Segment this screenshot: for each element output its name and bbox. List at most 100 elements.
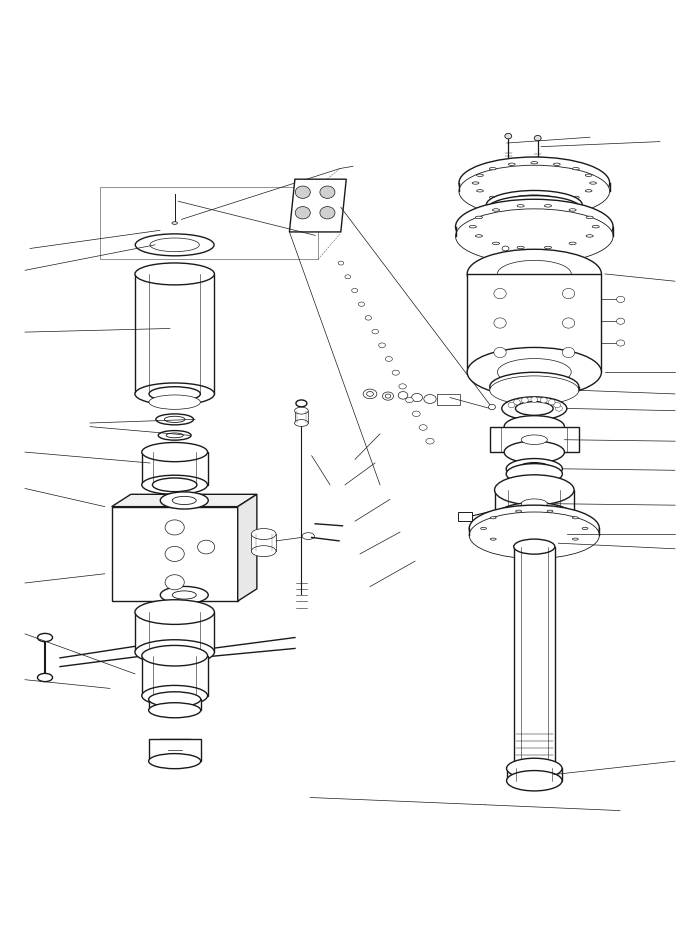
Ellipse shape <box>616 318 625 324</box>
Ellipse shape <box>501 195 567 215</box>
Ellipse shape <box>494 288 506 299</box>
Polygon shape <box>501 263 510 268</box>
Ellipse shape <box>295 407 308 414</box>
Ellipse shape <box>569 209 576 211</box>
Polygon shape <box>149 739 201 761</box>
Ellipse shape <box>493 242 499 245</box>
Ellipse shape <box>456 200 613 254</box>
Ellipse shape <box>553 163 560 166</box>
Ellipse shape <box>507 758 562 779</box>
Ellipse shape <box>296 400 307 407</box>
Ellipse shape <box>358 302 364 306</box>
Ellipse shape <box>135 263 214 284</box>
Ellipse shape <box>562 288 575 299</box>
Ellipse shape <box>295 419 308 427</box>
Ellipse shape <box>149 387 200 401</box>
Ellipse shape <box>507 378 562 396</box>
Ellipse shape <box>320 186 335 199</box>
Ellipse shape <box>494 348 506 358</box>
Ellipse shape <box>508 201 515 203</box>
Ellipse shape <box>514 761 555 776</box>
Ellipse shape <box>586 216 593 219</box>
Ellipse shape <box>514 761 555 776</box>
Ellipse shape <box>506 463 562 484</box>
Ellipse shape <box>573 196 580 199</box>
Ellipse shape <box>495 502 574 532</box>
Ellipse shape <box>616 297 625 302</box>
Ellipse shape <box>553 402 560 408</box>
Ellipse shape <box>497 359 571 385</box>
Polygon shape <box>142 656 208 696</box>
Polygon shape <box>238 495 257 601</box>
Ellipse shape <box>505 134 512 138</box>
Ellipse shape <box>172 221 177 224</box>
Ellipse shape <box>573 538 578 540</box>
Ellipse shape <box>456 209 613 264</box>
Ellipse shape <box>372 330 379 333</box>
Ellipse shape <box>545 246 551 249</box>
Polygon shape <box>149 699 201 710</box>
Ellipse shape <box>382 392 393 400</box>
Ellipse shape <box>562 348 575 358</box>
Ellipse shape <box>490 517 496 519</box>
Polygon shape <box>490 427 579 452</box>
Polygon shape <box>251 534 276 551</box>
Ellipse shape <box>521 398 528 403</box>
Ellipse shape <box>424 395 436 403</box>
Ellipse shape <box>531 203 538 204</box>
Ellipse shape <box>573 517 578 519</box>
Ellipse shape <box>386 356 393 362</box>
Ellipse shape <box>467 250 601 299</box>
Ellipse shape <box>469 225 476 228</box>
Ellipse shape <box>477 174 484 176</box>
Polygon shape <box>142 452 208 485</box>
Ellipse shape <box>497 260 571 287</box>
Ellipse shape <box>251 528 276 540</box>
Polygon shape <box>112 495 257 507</box>
Ellipse shape <box>459 165 610 218</box>
Ellipse shape <box>553 201 560 203</box>
Ellipse shape <box>514 399 521 405</box>
Ellipse shape <box>475 216 482 219</box>
Ellipse shape <box>142 686 208 706</box>
Ellipse shape <box>426 438 434 444</box>
Ellipse shape <box>534 136 541 141</box>
Ellipse shape <box>164 416 185 422</box>
Ellipse shape <box>475 235 482 237</box>
Ellipse shape <box>472 182 479 185</box>
Ellipse shape <box>593 225 599 228</box>
Ellipse shape <box>486 190 582 219</box>
Ellipse shape <box>517 204 524 207</box>
Polygon shape <box>506 769 562 781</box>
Ellipse shape <box>477 189 484 192</box>
Ellipse shape <box>573 168 580 170</box>
Ellipse shape <box>501 261 510 265</box>
Ellipse shape <box>153 446 197 459</box>
Ellipse shape <box>517 246 524 249</box>
Ellipse shape <box>38 633 53 642</box>
Polygon shape <box>458 512 472 521</box>
Ellipse shape <box>569 242 576 245</box>
Ellipse shape <box>467 348 601 397</box>
Ellipse shape <box>351 288 358 293</box>
Ellipse shape <box>516 401 553 415</box>
Ellipse shape <box>493 209 499 211</box>
Ellipse shape <box>556 406 562 412</box>
Ellipse shape <box>302 532 314 540</box>
Ellipse shape <box>136 234 214 256</box>
Ellipse shape <box>506 459 562 479</box>
Ellipse shape <box>488 404 495 410</box>
Ellipse shape <box>158 430 191 440</box>
Ellipse shape <box>166 433 184 438</box>
Ellipse shape <box>197 540 215 554</box>
Ellipse shape <box>295 186 310 199</box>
Ellipse shape <box>521 435 547 445</box>
Ellipse shape <box>504 415 564 438</box>
Ellipse shape <box>503 517 565 540</box>
Ellipse shape <box>548 399 555 405</box>
Ellipse shape <box>142 475 208 495</box>
Ellipse shape <box>586 235 593 237</box>
Ellipse shape <box>490 538 496 540</box>
Ellipse shape <box>562 317 575 328</box>
Ellipse shape <box>149 691 201 706</box>
